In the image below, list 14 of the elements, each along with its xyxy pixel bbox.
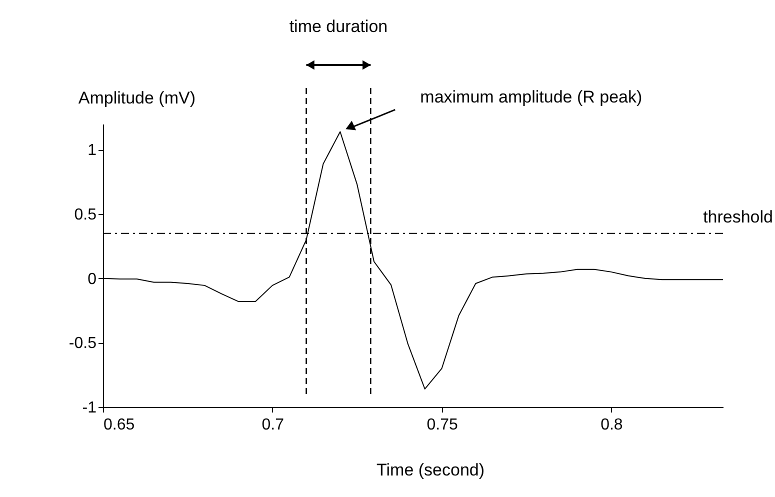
x-tick-label: 0.65 [104, 416, 135, 434]
y-tick-label: 0.5 [74, 206, 97, 224]
ref-line-label: threshold [703, 207, 773, 226]
y-tick-label: 0 [88, 270, 97, 288]
x-tick-label: 0.8 [600, 416, 623, 434]
x-tick-label: 0.75 [426, 416, 458, 434]
x-axis-title: Time (second) [376, 460, 485, 480]
text: maximum amplitude (R peak) [420, 88, 642, 107]
x-tick-label: 0.7 [262, 416, 284, 434]
y-tick-label: 1 [88, 142, 97, 160]
y-tick-label: -1 [82, 400, 97, 416]
y-axis-title: Amplitude (mV) [78, 88, 196, 108]
text: time duration [289, 17, 388, 36]
y-tick-label: -0.5 [68, 335, 97, 352]
